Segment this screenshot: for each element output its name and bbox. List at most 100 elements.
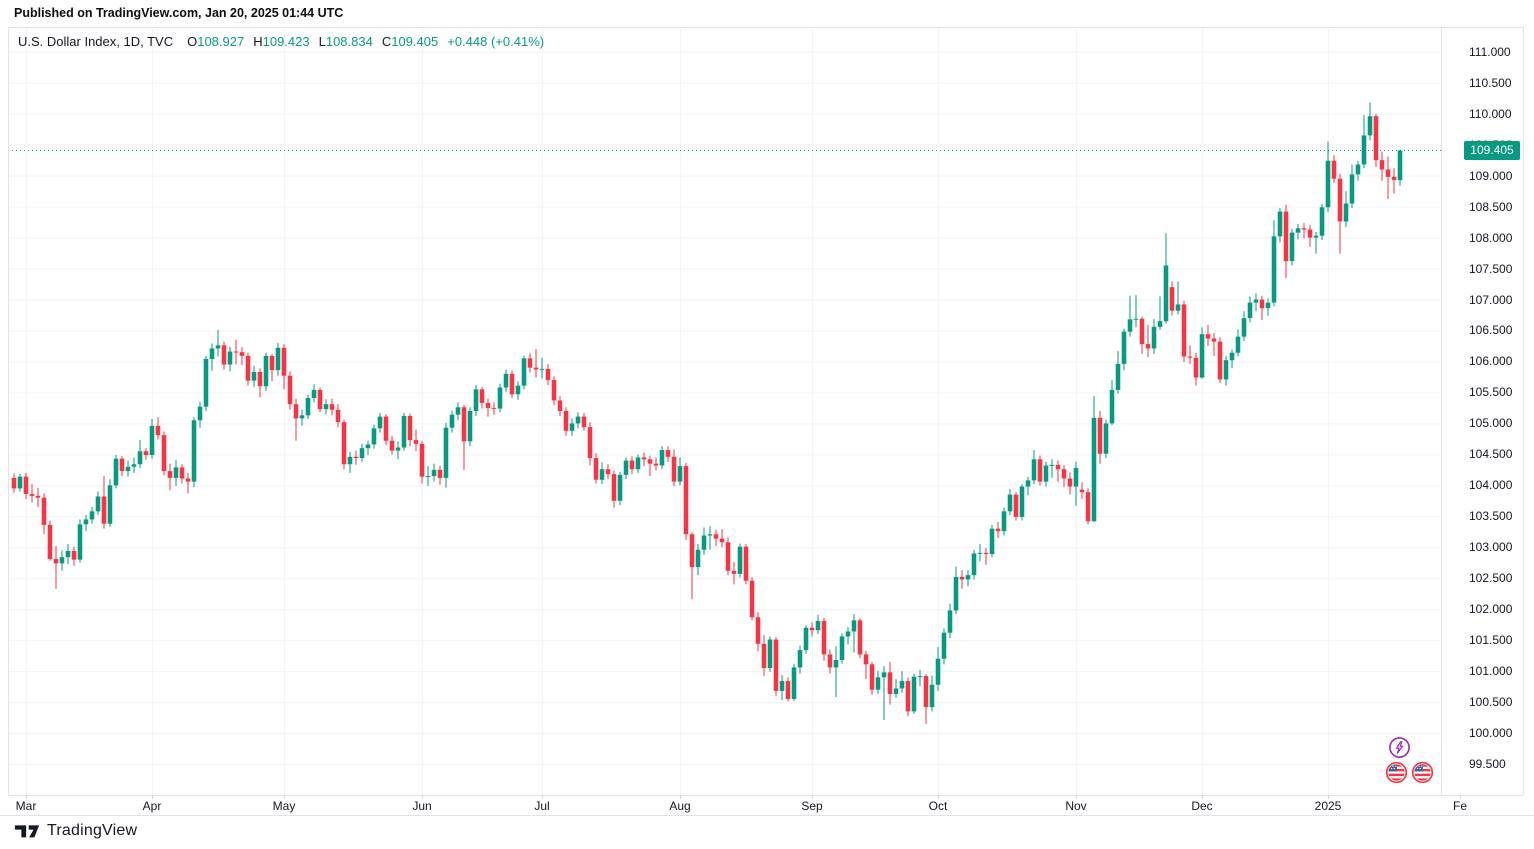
candle-body [851,620,857,632]
candle-body [197,406,203,421]
candle-body [1385,169,1391,177]
price-axis-label: 108.500 [1469,199,1513,214]
candle-body [1391,176,1397,180]
candle-body [797,650,803,668]
candle-body [1331,160,1337,179]
tradingview-logo[interactable]: TradingView [14,821,137,840]
candle-body [257,371,263,387]
candle-body [1151,326,1157,349]
ohlc-item: O108.927 [187,34,245,49]
candle-body [1283,211,1289,262]
candle-body [815,620,821,631]
candle-body [17,476,23,489]
candle-body [635,457,641,470]
price-axis-label: 111.000 [1469,44,1511,59]
price-axis-label: 101.500 [1469,633,1513,648]
candle-body [779,681,785,691]
candle-body [539,368,545,370]
candle-body [599,469,605,480]
candle-body [89,511,95,520]
candle-body [677,466,683,482]
price-axis-label: 101.000 [1469,664,1513,679]
candle-body [569,423,575,431]
candle-body [1139,318,1145,345]
time-axis[interactable]: Mar Apr May Jun Jul Aug Sep Oct Nov Dec 2025 Fe [0,795,1534,816]
candle-body [1307,229,1313,238]
candle-body [215,345,221,349]
candle-body [41,497,47,525]
candle-body [335,409,341,423]
candle-body [827,654,833,668]
symbol-legend[interactable]: U.S. Dollar Index, 1D, TVC O108.927 H109.4… [18,34,544,49]
candle-body [1199,334,1205,378]
candle-body [1049,464,1055,466]
candle-body [179,467,185,479]
time-axis-label: Apr [142,799,162,813]
candle-body [641,457,647,460]
candle-body [1187,356,1193,358]
candle-body [1001,511,1007,532]
candle-body [845,631,851,637]
candle-body [479,389,485,403]
candle-body [383,416,389,441]
candle-body [737,546,743,574]
candle-body [1355,164,1361,175]
candle-body [299,415,305,419]
time-axis-tick [938,795,939,799]
candle-body [905,681,911,712]
candle-body [125,466,131,472]
candle-body [671,456,677,482]
candle-body [1253,299,1259,303]
candle-body [1163,265,1169,322]
ohlc-values: O108.927 H109.423 L108.834 C109.405 [187,34,447,49]
candle-body [683,466,689,535]
candle-body [731,570,737,574]
candle-body [503,373,509,388]
lightning-bolt-icon[interactable] [1386,734,1413,761]
candle-body [1025,480,1031,487]
candle-body [149,425,155,455]
candle-body [467,411,473,442]
candle-body [899,681,905,689]
candle-body [947,610,953,633]
price-axis-label: 103.000 [1469,540,1513,555]
candle-body [1055,464,1061,470]
candle-body [1397,150,1403,181]
us-flag-icon[interactable] [1383,759,1410,786]
candle-body [461,407,467,442]
candle-body [1181,304,1187,357]
candle-body [317,389,323,410]
time-axis-label: Jul [534,799,550,813]
candle-body [509,373,515,395]
candle-body [719,538,725,543]
candle-body [155,425,161,436]
candle-body [881,672,887,678]
candle-body [1097,417,1103,454]
price-axis-label: 107.000 [1469,292,1513,307]
us-flag-icon[interactable] [1409,759,1436,786]
candle-body [329,404,335,410]
price-axis-label: 106.500 [1469,323,1513,338]
candle-body [1229,352,1235,361]
candle-body [1103,423,1109,454]
candle-body [371,428,377,445]
candle-body [1265,302,1271,309]
candle-body [713,534,719,539]
candle-body [1247,302,1253,319]
candle-body [521,358,527,386]
candle-body [1133,318,1139,320]
candle-body [983,552,989,555]
candle-body [185,478,191,482]
price-axis-label: 103.500 [1469,509,1513,524]
candle-body [917,676,923,678]
candle-body [221,345,227,365]
candle-body [341,422,347,465]
candle-body [1037,459,1043,482]
candle-body [47,524,53,560]
symbol-title: U.S. Dollar Index, 1D, TVC [18,34,174,49]
candle-body [377,416,383,429]
time-axis-label: May [272,799,296,813]
time-axis-tick [542,795,543,799]
candle-body [995,528,1001,532]
